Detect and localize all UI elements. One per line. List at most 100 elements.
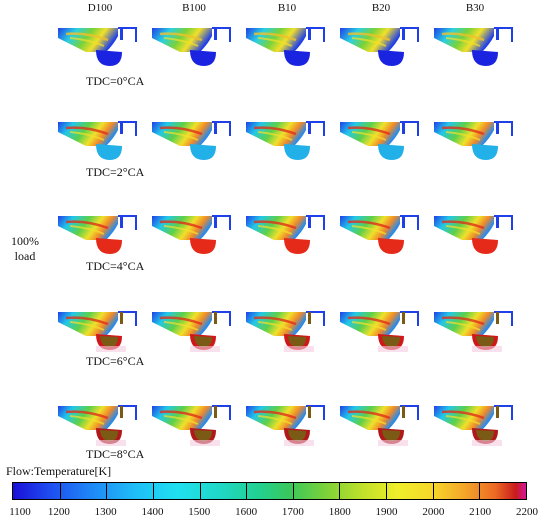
- flame-streak: [163, 225, 199, 235]
- flame-streak: [347, 126, 391, 136]
- colorbar-tick-label: 1300: [94, 506, 117, 518]
- contour-plot: [340, 215, 419, 254]
- cylinder-wall: [400, 27, 419, 42]
- bowl-core: [194, 430, 212, 441]
- column-header-d100: D100: [87, 2, 113, 14]
- flame-streak: [69, 415, 105, 425]
- contour-cell-r4-c1: [150, 400, 234, 446]
- flame-streak: [253, 220, 297, 230]
- contour-plot: [152, 121, 231, 160]
- contour-cell-r1-c3: [338, 116, 422, 162]
- flame-streak: [257, 131, 293, 141]
- cylinder-wall: [212, 121, 231, 136]
- row-label-tdc4: TDC=4°CA: [86, 259, 145, 273]
- contour-cell-r2-c0: [56, 210, 140, 256]
- flame-streak: [347, 32, 391, 42]
- contour-plot: [152, 311, 231, 352]
- row-label-tdc8: TDC=8°CA: [86, 447, 145, 461]
- contour-cell-r2-c4: [432, 210, 516, 256]
- cylinder-wall: [212, 311, 231, 326]
- flame-streak: [441, 32, 485, 42]
- flame-streak: [253, 126, 297, 136]
- valve-stub: [214, 216, 217, 228]
- valve-stub: [214, 406, 217, 418]
- flame-streak: [253, 32, 297, 42]
- contour-plot: [340, 27, 419, 66]
- cylinder-wall: [306, 405, 325, 420]
- valve-stub: [308, 28, 311, 40]
- contour-cell-r1-c0: [56, 116, 140, 162]
- colorbar-tick-label: 1600: [235, 506, 258, 518]
- flame-streak: [159, 126, 203, 136]
- contour-cell-r3-c1: [150, 306, 234, 352]
- cylinder-wall: [212, 27, 231, 42]
- valve-stub: [496, 312, 499, 324]
- contour-plot: [246, 405, 325, 446]
- flame-streak: [351, 321, 387, 331]
- load-label: 100% load: [5, 234, 45, 264]
- contour-cell-r0-c3: [338, 22, 422, 68]
- contour-plot: [58, 215, 137, 254]
- row-label-tdc0: TDC=0°CA: [86, 74, 145, 88]
- row-label-tdc2: TDC=2°CA: [86, 165, 145, 179]
- legend-title: Flow:Temperature[K]: [6, 464, 112, 478]
- contour-plot: [58, 405, 137, 446]
- contour-plot: [246, 215, 325, 254]
- valve-stub: [308, 406, 311, 418]
- flame-streak: [257, 415, 293, 425]
- valve-stub: [496, 122, 499, 134]
- bowl-core: [100, 336, 118, 347]
- contour-cell-r1-c2: [244, 116, 328, 162]
- contour-cell-r4-c2: [244, 400, 328, 446]
- cylinder-wall: [494, 405, 513, 420]
- flame-streak: [65, 126, 109, 136]
- contour-cell-r4-c4: [432, 400, 516, 446]
- contour-cell-r0-c1: [150, 22, 234, 68]
- colorbar-tick-label: 1500: [188, 506, 211, 518]
- bowl-core: [382, 336, 400, 347]
- bowl-core: [476, 336, 494, 347]
- flame-streak: [69, 321, 105, 331]
- contour-cell-r1-c1: [150, 116, 234, 162]
- bowl-core: [288, 430, 306, 441]
- flame-streak: [347, 410, 391, 420]
- contour-plot: [58, 27, 137, 66]
- colorbar-tick: [292, 483, 294, 499]
- valve-stub: [402, 28, 405, 40]
- contour-cell-r2-c2: [244, 210, 328, 256]
- flame-streak: [441, 126, 485, 136]
- cylinder-wall: [212, 215, 231, 230]
- temperature-colorbar: [12, 482, 527, 500]
- contour-plot: [246, 121, 325, 160]
- piston-bowl: [190, 50, 216, 66]
- bowl-core: [194, 336, 212, 347]
- flame-streak: [65, 220, 109, 230]
- bowl-core: [382, 430, 400, 441]
- flame-streak: [159, 32, 203, 42]
- valve-stub: [496, 216, 499, 228]
- cylinder-wall: [306, 121, 325, 136]
- piston-bowl: [378, 238, 404, 254]
- contour-plot: [434, 121, 513, 160]
- cylinder-wall: [118, 311, 137, 326]
- load-label-unit: load: [14, 249, 36, 263]
- contour-plot: [340, 405, 419, 446]
- contour-plot: [340, 311, 419, 352]
- contour-cell-r3-c0: [56, 306, 140, 352]
- valve-stub: [308, 216, 311, 228]
- contour-cell-r0-c2: [244, 22, 328, 68]
- colorbar-tick: [246, 483, 248, 499]
- bowl-core: [100, 430, 118, 441]
- column-header-b20: B20: [371, 2, 391, 14]
- contour-plot: [152, 405, 231, 446]
- valve-stub: [402, 406, 405, 418]
- cylinder-wall: [400, 215, 419, 230]
- contour-plot: [246, 311, 325, 352]
- flame-streak: [445, 37, 481, 47]
- piston-bowl: [472, 144, 498, 160]
- piston-bowl: [96, 238, 122, 254]
- contour-plot: [58, 121, 137, 160]
- high-temp-halo: [284, 440, 314, 446]
- colorbar-tick: [479, 483, 481, 499]
- cylinder-wall: [494, 311, 513, 326]
